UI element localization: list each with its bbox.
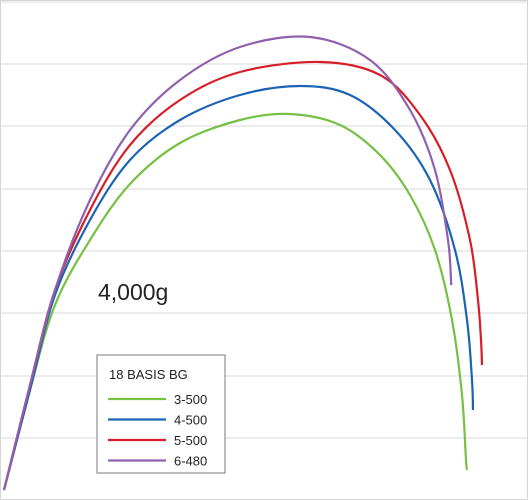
series-lines (2, 35, 484, 491)
legend-items: 3-500 4-500 5-500 6-480 (108, 392, 207, 469)
legend-label-5-500: 5-500 (174, 433, 207, 448)
legend-box (96, 354, 226, 474)
series-line-3-500 (2, 112, 469, 491)
legend-label-6-480: 6-480 (174, 454, 207, 469)
legend-label-3-500: 3-500 (174, 392, 207, 407)
load-annotation: 4,000g (98, 279, 168, 305)
legend-label-4-500: 4-500 (174, 413, 207, 428)
series-line-6-480 (2, 35, 453, 491)
legend: 18 BASIS BG 3-500 4-500 5-500 6-480 (96, 354, 226, 474)
gridlines (0, 1, 528, 439)
legend-title: 18 BASIS BG (109, 367, 188, 382)
series-line-4-500 (2, 84, 475, 491)
